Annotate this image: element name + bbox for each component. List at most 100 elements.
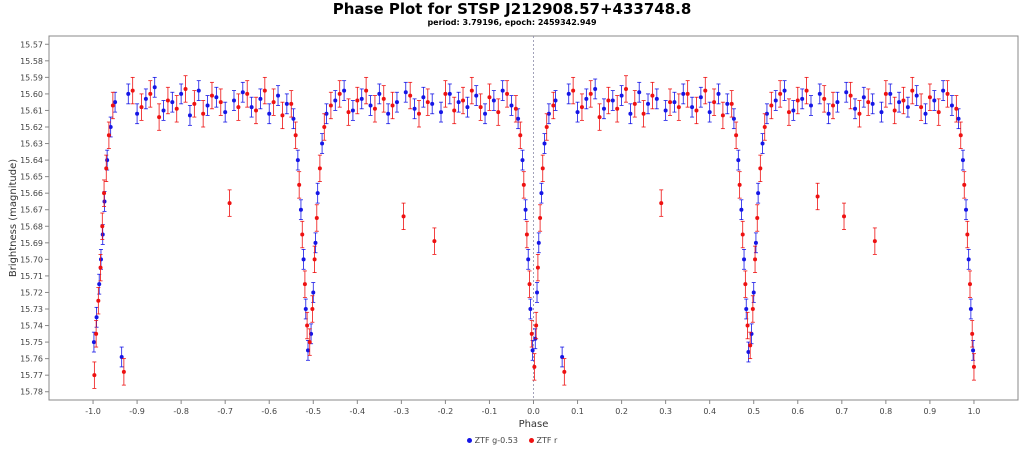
data-point [390,103,395,108]
data-point [148,91,153,96]
data-point [105,158,110,163]
data-point [694,108,699,113]
data-point [536,240,541,245]
data-point [971,364,976,369]
data-point [523,207,528,212]
data-point [187,113,192,118]
data-point [668,100,673,105]
data-point [192,101,197,106]
data-point [817,91,822,96]
data-point [315,191,320,196]
data-point [758,166,763,171]
x-tick-label: 0.0 [527,407,540,416]
x-axis: -1.0 -0.9 -0.8 -0.7 -0.6 -0.5 -0.4 -0.3 -0.2 -0.1… [85,400,980,416]
data-point [782,88,787,93]
data-point [170,100,175,105]
data-point [538,216,543,220]
data-point [94,315,99,320]
data-point [745,323,750,328]
data-point [932,98,937,103]
data-point [888,91,893,96]
data-point [562,369,567,374]
data-point [518,133,523,138]
y-tick-label: 15.69 [20,239,43,248]
legend-item-g[interactable]: ZTF g-0.53 [466,436,521,445]
data-point [791,108,796,113]
x-tick-label: 0.2 [615,407,628,416]
data-point [295,158,300,163]
data-point [300,232,305,237]
data-point [110,103,115,108]
data-point [815,194,820,199]
data-point [835,100,840,105]
data-point [941,88,946,93]
data-point [960,158,965,163]
data-point [593,86,598,91]
y-tick-label: 15.74 [20,322,43,331]
data-point [579,105,584,110]
data-point [97,282,102,287]
data-point [139,105,144,110]
x-tick-label: -1.0 [85,407,101,416]
data-point [201,111,206,116]
data-point [368,103,373,108]
data-point [764,111,769,116]
data-point [681,91,686,96]
data-point [535,290,540,295]
data-point [861,95,866,100]
data-point [663,108,668,113]
data-point [707,110,712,115]
data-point [698,95,703,100]
data-point [966,257,971,262]
data-point [744,307,749,311]
data-point [372,106,377,111]
data-point [328,103,333,108]
data-point [254,108,259,113]
data-point [465,105,470,110]
x-tick-label: 0.5 [747,407,760,416]
data-point [879,110,884,115]
data-point [500,88,505,93]
data-point [588,91,593,96]
series-ztf-g [91,76,976,368]
data-point [487,95,492,100]
legend: ZTF g-0.53 ZTF r [0,436,1024,445]
data-point [848,93,853,98]
data-point [826,111,831,116]
data-point [831,103,836,108]
data-point [720,113,725,118]
data-point [121,369,126,374]
data-point [271,100,276,105]
data-point [102,191,107,196]
x-tick-label: 0.7 [835,407,848,416]
data-point [734,133,739,138]
data-point [165,98,170,103]
data-point [157,115,162,120]
data-point [927,95,932,100]
data-point [755,216,760,220]
data-point [566,91,571,96]
data-point [737,182,742,187]
data-point [106,133,111,138]
data-point [474,93,479,98]
legend-item-r[interactable]: ZTF r [528,436,557,445]
data-point [381,96,386,101]
x-tick-label: 1.0 [968,407,981,416]
data-point [337,91,342,96]
data-point [729,101,734,106]
data-point [231,98,236,103]
data-point [914,93,919,98]
y-tick-label: 15.78 [20,388,43,397]
data-point [529,331,534,336]
data-point [456,100,461,105]
y-tick-label: 15.68 [20,222,43,231]
data-point [174,106,179,111]
data-point [359,96,364,101]
data-point [280,113,285,118]
data-point [401,214,406,219]
data-point [298,207,303,212]
x-tick-label: -0.2 [438,407,454,416]
data-point [491,98,496,103]
data-point [753,240,758,245]
x-tick-label: -0.4 [350,407,366,416]
